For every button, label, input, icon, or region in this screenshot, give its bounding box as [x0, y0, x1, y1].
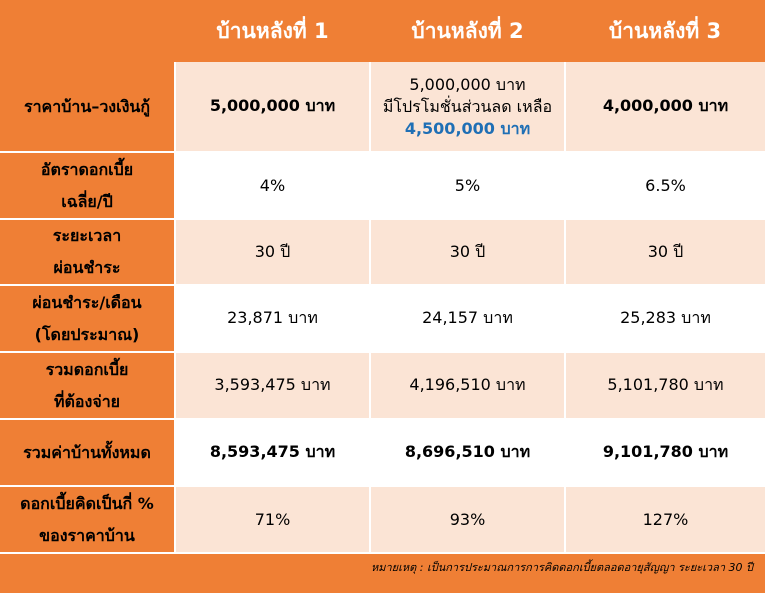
price-house-2: 5,000,000 บาท มีโปรโมชั่นส่วนลด เหลือ 4,… — [369, 62, 565, 153]
row-label-line: ของราคาบ้าน — [39, 525, 135, 545]
row-label-interest-percent: ดอกเบี้ยคิดเป็นกี่ % ของราคาบ้าน — [0, 486, 175, 554]
row-total-cost: รวมค่าบ้านทั้งหมด 8,593,475 บาท 8,696,51… — [0, 419, 765, 487]
term-house-3: 30 ปี — [564, 219, 765, 286]
price-house-2-final: 4,500,000 บาท — [404, 118, 531, 138]
rate-house-1: 4% — [174, 152, 370, 220]
monthly-house-3: 25,283 บาท — [564, 285, 765, 353]
row-term: ระยะเวลา ผ่อนชำระ 30 ปี 30 ปี 30 ปี — [0, 219, 765, 286]
interest-house-3: 5,101,780 บาท — [564, 352, 765, 420]
row-label-line: ที่ต้องจ่าย — [53, 391, 121, 411]
footnote: หมายเหตุ : เป็นการประมาณการการคิดดอกเบี้… — [371, 561, 753, 574]
row-label-line: รวมดอกเบี้ย — [45, 359, 129, 379]
term-house-1: 30 ปี — [174, 219, 370, 286]
price-house-1: 5,000,000 บาท — [174, 62, 370, 153]
row-label-line: ผ่อนชำระ — [53, 258, 121, 277]
row-label-term: ระยะเวลา ผ่อนชำระ — [0, 219, 175, 286]
row-price: ราคาบ้าน–วงเงินกู้ 5,000,000 บาท 5,000,0… — [0, 62, 765, 153]
row-interest-percent: ดอกเบี้ยคิดเป็นกี่ % ของราคาบ้าน 71% 93%… — [0, 486, 765, 554]
row-monthly-payment: ผ่อนชำระ/เดือน (โดยประมาณ) 23,871 บาท 24… — [0, 285, 765, 353]
row-label-line: ระยะเวลา — [52, 226, 122, 245]
monthly-house-2: 24,157 บาท — [369, 285, 565, 353]
price-house-2-original: 5,000,000 บาท — [409, 74, 526, 94]
row-label-monthly-payment: ผ่อนชำระ/เดือน (โดยประมาณ) — [0, 285, 175, 353]
rate-house-2: 5% — [369, 152, 565, 220]
header-house-2: บ้านหลังที่ 2 — [370, 0, 565, 62]
total-house-3: 9,101,780 บาท — [564, 419, 765, 487]
row-label-total-cost: รวมค่าบ้านทั้งหมด — [0, 419, 175, 487]
price-house-3: 4,000,000 บาท — [564, 62, 765, 153]
mortgage-comparison-table: บ้านหลังที่ 1 บ้านหลังที่ 2 บ้านหลังที่ … — [0, 0, 765, 554]
total-house-2: 8,696,510 บาท — [369, 419, 565, 487]
percent-house-3: 127% — [564, 486, 765, 554]
row-interest-rate: อัตราดอกเบี้ย เฉลี่ย/ปี 4% 5% 6.5% — [0, 152, 765, 220]
percent-house-1: 71% — [174, 486, 370, 554]
interest-house-2: 4,196,510 บาท — [369, 352, 565, 420]
row-label-price: ราคาบ้าน–วงเงินกู้ — [0, 62, 175, 153]
row-total-interest: รวมดอกเบี้ย ที่ต้องจ่าย 3,593,475 บาท 4,… — [0, 352, 765, 420]
row-label-total-interest: รวมดอกเบี้ย ที่ต้องจ่าย — [0, 352, 175, 420]
row-label-line: อัตราดอกเบี้ย — [40, 159, 134, 179]
row-label-line: ดอกเบี้ยคิดเป็นกี่ % — [20, 493, 154, 513]
total-house-1: 8,593,475 บาท — [174, 419, 370, 487]
header-row: บ้านหลังที่ 1 บ้านหลังที่ 2 บ้านหลังที่ … — [0, 0, 765, 62]
row-label-interest-rate: อัตราดอกเบี้ย เฉลี่ย/ปี — [0, 152, 175, 220]
monthly-house-1: 23,871 บาท — [174, 285, 370, 353]
term-house-2: 30 ปี — [369, 219, 565, 286]
header-house-3: บ้านหลังที่ 3 — [565, 0, 765, 62]
price-house-2-promo: มีโปรโมชั่นส่วนลด เหลือ — [382, 96, 553, 116]
row-label-line: เฉลี่ย/ปี — [61, 191, 113, 211]
header-house-1: บ้านหลังที่ 1 — [175, 0, 370, 62]
interest-house-1: 3,593,475 บาท — [174, 352, 370, 420]
rate-house-3: 6.5% — [564, 152, 765, 220]
row-label-line: (โดยประมาณ) — [34, 324, 140, 344]
row-label-line: ผ่อนชำระ/เดือน — [32, 292, 142, 312]
header-empty — [0, 0, 175, 62]
percent-house-2: 93% — [369, 486, 565, 554]
